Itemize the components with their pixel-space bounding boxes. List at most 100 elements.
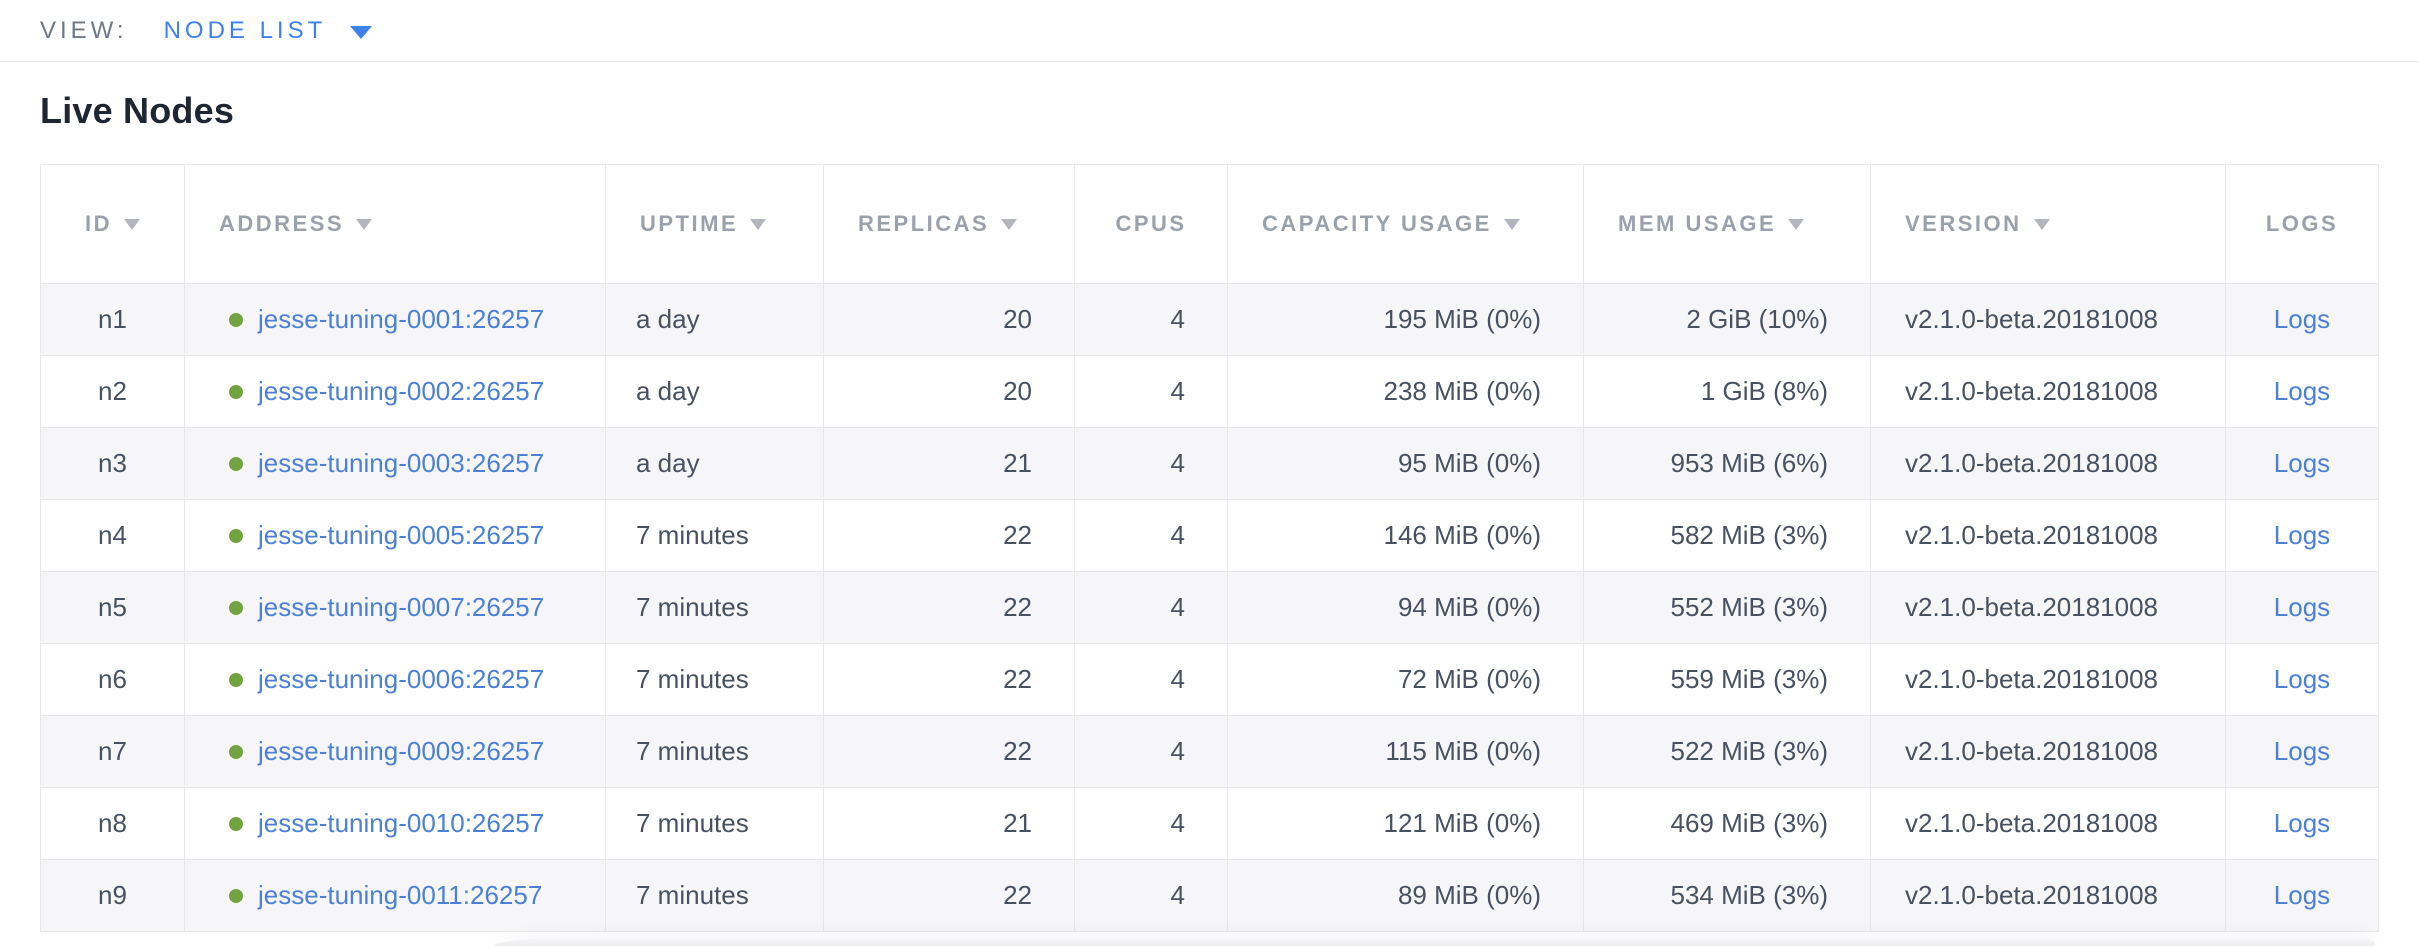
column-header-logs: LOGS xyxy=(2225,164,2379,284)
logs-link[interactable]: Logs xyxy=(2273,592,2331,622)
column-header-id[interactable]: ID xyxy=(40,164,185,284)
cell-id: n7 xyxy=(40,715,185,788)
table-row: n3 jesse-tuning-0003:26257 a day 21 4 95 MiB … xyxy=(40,427,2379,500)
live-status-icon xyxy=(229,745,243,759)
cell-mem: 953 MiB (6%) xyxy=(1583,427,1871,500)
column-label: LOGS xyxy=(2265,211,2339,236)
cell-cpus: 4 xyxy=(1074,283,1228,356)
cell-replicas: 20 xyxy=(823,355,1075,428)
column-header-uptime[interactable]: UPTIME xyxy=(605,164,824,284)
cell-cpus: 4 xyxy=(1074,571,1228,644)
cell-version: v2.1.0-beta.20181008 xyxy=(1870,355,2226,428)
live-status-icon xyxy=(229,817,243,831)
cell-id: n5 xyxy=(40,571,185,644)
view-label: VIEW: xyxy=(40,16,128,44)
table-row: n5 jesse-tuning-0007:26257 7 minutes 22 4 94 … xyxy=(40,571,2379,644)
cell-mem: 1 GiB (8%) xyxy=(1583,355,1871,428)
cell-mem: 2 GiB (10%) xyxy=(1583,283,1871,356)
cell-uptime: a day xyxy=(605,355,824,428)
live-status-icon xyxy=(229,673,243,687)
cell-address: jesse-tuning-0009:26257 xyxy=(184,715,606,788)
cell-version: v2.1.0-beta.20181008 xyxy=(1870,859,2226,932)
logs-link[interactable]: Logs xyxy=(2273,664,2331,694)
cell-capacity: 195 MiB (0%) xyxy=(1227,283,1584,356)
cell-replicas: 22 xyxy=(823,499,1075,572)
live-status-icon xyxy=(229,889,243,903)
cell-capacity: 238 MiB (0%) xyxy=(1227,355,1584,428)
sort-desc-icon xyxy=(124,219,140,230)
cell-address: jesse-tuning-0010:26257 xyxy=(184,787,606,860)
node-address-link[interactable]: jesse-tuning-0001:26257 xyxy=(258,304,545,334)
column-header-version[interactable]: VERSION xyxy=(1870,164,2226,284)
cell-logs: Logs xyxy=(2225,427,2379,500)
cell-uptime: 7 minutes xyxy=(605,499,824,572)
table-row: n2 jesse-tuning-0002:26257 a day 20 4 238 MiB… xyxy=(40,355,2379,428)
cell-cpus: 4 xyxy=(1074,427,1228,500)
logs-link[interactable]: Logs xyxy=(2273,808,2331,838)
logs-link[interactable]: Logs xyxy=(2273,376,2331,406)
node-address-link[interactable]: jesse-tuning-0009:26257 xyxy=(258,736,545,766)
cell-mem: 534 MiB (3%) xyxy=(1583,859,1871,932)
view-selected-value: NODE LIST xyxy=(163,16,327,44)
node-address-link[interactable]: jesse-tuning-0003:26257 xyxy=(258,448,545,478)
node-address-link[interactable]: jesse-tuning-0005:26257 xyxy=(258,520,545,550)
cell-capacity: 146 MiB (0%) xyxy=(1227,499,1584,572)
cell-version: v2.1.0-beta.20181008 xyxy=(1870,643,2226,716)
view-bar: VIEW: NODE LIST xyxy=(0,0,2418,62)
column-label: REPLICAS xyxy=(858,211,990,236)
logs-link[interactable]: Logs xyxy=(2273,304,2331,334)
logs-link[interactable]: Logs xyxy=(2273,448,2331,478)
cell-cpus: 4 xyxy=(1074,787,1228,860)
cell-logs: Logs xyxy=(2225,787,2379,860)
cell-replicas: 21 xyxy=(823,787,1075,860)
cell-address: jesse-tuning-0001:26257 xyxy=(184,283,606,356)
node-address-link[interactable]: jesse-tuning-0011:26257 xyxy=(258,880,543,910)
table-body: n1 jesse-tuning-0001:26257 a day 20 4 195 MiB… xyxy=(40,283,2379,932)
cell-id: n1 xyxy=(40,283,185,356)
table-row: n8 jesse-tuning-0010:26257 7 minutes 21 4 121… xyxy=(40,787,2379,860)
cell-version: v2.1.0-beta.20181008 xyxy=(1870,715,2226,788)
live-nodes-section: ID ADDRESS UPTIME REPLICAS CPUS CAPACITY USAG… xyxy=(40,164,2379,932)
column-header-capacity[interactable]: CAPACITY USAGE xyxy=(1227,164,1584,284)
cell-cpus: 4 xyxy=(1074,355,1228,428)
cell-version: v2.1.0-beta.20181008 xyxy=(1870,427,2226,500)
sort-desc-icon xyxy=(356,219,373,230)
sort-desc-icon xyxy=(2033,219,2050,230)
cell-logs: Logs xyxy=(2225,499,2379,572)
node-address-link[interactable]: jesse-tuning-0002:26257 xyxy=(258,376,545,406)
logs-link[interactable]: Logs xyxy=(2273,520,2331,550)
logs-link[interactable]: Logs xyxy=(2273,736,2331,766)
node-address-link[interactable]: jesse-tuning-0006:26257 xyxy=(258,664,545,694)
node-address-link[interactable]: jesse-tuning-0007:26257 xyxy=(258,592,545,622)
cell-capacity: 95 MiB (0%) xyxy=(1227,427,1584,500)
logs-link[interactable]: Logs xyxy=(2273,880,2331,910)
cell-uptime: 7 minutes xyxy=(605,715,824,788)
column-header-cpus: CPUS xyxy=(1074,164,1228,284)
cell-mem: 522 MiB (3%) xyxy=(1583,715,1871,788)
column-header-replicas[interactable]: REPLICAS xyxy=(823,164,1075,284)
column-header-address[interactable]: ADDRESS xyxy=(184,164,606,284)
sort-desc-icon xyxy=(1503,219,1520,230)
column-label: CAPACITY USAGE xyxy=(1262,211,1492,236)
column-label: UPTIME xyxy=(640,211,739,236)
cell-capacity: 121 MiB (0%) xyxy=(1227,787,1584,860)
chevron-down-icon xyxy=(350,25,373,39)
node-address-link[interactable]: jesse-tuning-0010:26257 xyxy=(258,808,545,838)
table-row: n6 jesse-tuning-0006:26257 7 minutes 22 4 72 … xyxy=(40,643,2379,716)
cell-uptime: 7 minutes xyxy=(605,643,824,716)
table-header: ID ADDRESS UPTIME REPLICAS CPUS CAPACITY USAG… xyxy=(40,164,2379,284)
cell-mem: 469 MiB (3%) xyxy=(1583,787,1871,860)
cell-replicas: 22 xyxy=(823,571,1075,644)
live-status-icon xyxy=(229,385,243,399)
cell-mem: 552 MiB (3%) xyxy=(1583,571,1871,644)
cell-address: jesse-tuning-0006:26257 xyxy=(184,643,606,716)
cell-capacity: 72 MiB (0%) xyxy=(1227,643,1584,716)
cell-logs: Logs xyxy=(2225,571,2379,644)
column-header-mem[interactable]: MEM USAGE xyxy=(1583,164,1871,284)
cell-uptime: 7 minutes xyxy=(605,787,824,860)
view-selector-dropdown[interactable]: NODE LIST xyxy=(164,17,373,45)
cell-cpus: 4 xyxy=(1074,499,1228,572)
column-label: VERSION xyxy=(1905,211,2022,236)
sort-desc-icon xyxy=(750,219,767,230)
cell-uptime: a day xyxy=(605,427,824,500)
